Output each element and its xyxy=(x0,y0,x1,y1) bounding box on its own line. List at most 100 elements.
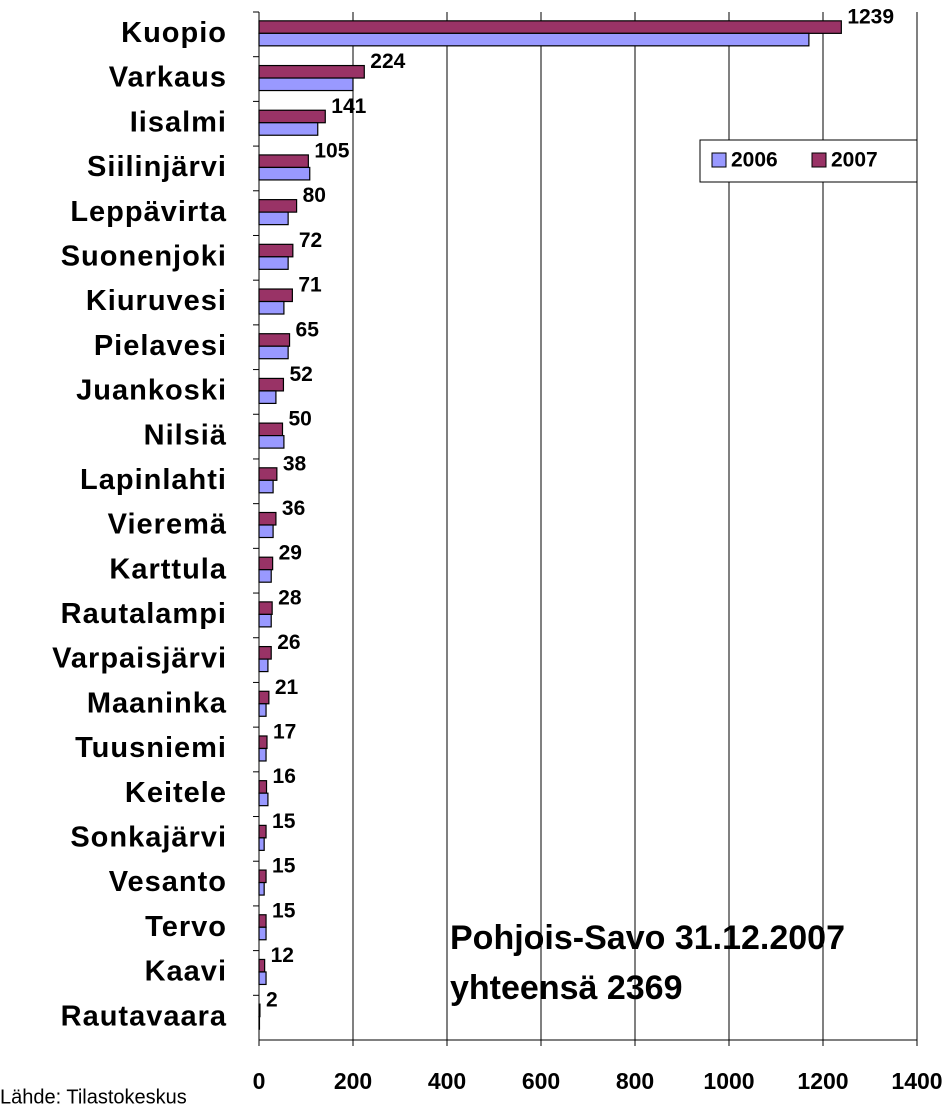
value-label: 29 xyxy=(279,542,302,565)
bar xyxy=(258,243,294,258)
bar xyxy=(258,971,267,986)
value-label: 71 xyxy=(298,274,322,297)
value-label: 36 xyxy=(282,497,305,520)
annotation: Pohjois-Savo 31.12.2007 xyxy=(450,919,845,957)
category-label: Kuopio xyxy=(121,17,227,49)
legend-label: 2006 xyxy=(731,149,778,172)
bar xyxy=(258,735,268,750)
x-tick-label: 1000 xyxy=(703,1068,754,1094)
value-label: 38 xyxy=(283,452,307,475)
legend-swatch xyxy=(811,152,827,168)
legend: 2006 2007 xyxy=(699,139,918,183)
category-label: Kiuruvesi xyxy=(86,285,227,317)
bar xyxy=(258,32,810,47)
value-label: 105 xyxy=(314,139,349,162)
bar xyxy=(258,422,284,437)
category-label: Juankoski xyxy=(76,375,227,407)
legend-box xyxy=(699,139,918,183)
bar xyxy=(258,109,326,124)
bar xyxy=(258,390,277,405)
x-tick-label: 400 xyxy=(428,1068,466,1094)
bar xyxy=(258,20,842,34)
category-label: Varpaisjärvi xyxy=(52,643,227,675)
value-label: 12 xyxy=(271,944,294,967)
category-label: Suonenjoki xyxy=(61,240,227,272)
bar xyxy=(258,199,298,213)
bar xyxy=(258,837,265,851)
bar xyxy=(258,479,274,494)
category-label: Vieremä xyxy=(108,509,227,541)
bar xyxy=(258,601,273,615)
bar xyxy=(258,154,309,169)
category-label: Tuusniemi xyxy=(75,732,227,764)
bar xyxy=(258,926,267,941)
value-label: 224 xyxy=(370,50,405,73)
category-label: Vesanto xyxy=(109,866,227,898)
value-label: 1239 xyxy=(847,5,894,28)
category-label: Karttula xyxy=(109,553,227,585)
bar xyxy=(258,824,267,839)
value-label: 80 xyxy=(303,184,326,207)
category-label: Rautavaara xyxy=(61,1000,227,1032)
bar xyxy=(258,556,274,571)
bar xyxy=(258,377,285,392)
value-label: 72 xyxy=(299,229,322,252)
bar xyxy=(258,613,272,628)
value-label: 65 xyxy=(296,318,320,341)
value-label: 26 xyxy=(277,631,300,654)
category-label: Keitele xyxy=(125,777,227,809)
category-label: Leppävirta xyxy=(70,196,227,228)
category-label: Maaninka xyxy=(87,687,227,719)
value-label: 28 xyxy=(278,586,302,609)
bar xyxy=(258,780,268,794)
bar xyxy=(258,77,354,92)
bar xyxy=(258,467,278,481)
value-label: 16 xyxy=(273,765,296,788)
x-tick-label: 800 xyxy=(616,1068,654,1094)
x-tick-label: 200 xyxy=(334,1068,372,1094)
category-label: Nilsiä xyxy=(144,419,227,451)
bar xyxy=(258,333,291,347)
bar xyxy=(258,914,267,928)
value-label: 15 xyxy=(272,810,296,833)
bar xyxy=(258,345,289,360)
value-label: 17 xyxy=(273,721,296,744)
bar xyxy=(258,569,272,583)
value-label: 15 xyxy=(272,855,296,878)
bar xyxy=(258,703,267,717)
x-tick-label: 1200 xyxy=(797,1068,848,1094)
category-label: Rautalampi xyxy=(61,598,227,630)
bar xyxy=(258,747,267,762)
value-label: 21 xyxy=(275,676,299,699)
bar xyxy=(258,690,270,705)
value-label: 15 xyxy=(272,899,296,922)
source: Lähde: Tilastokeskus xyxy=(0,1086,187,1108)
bar xyxy=(258,792,269,807)
category-label: Siilinjärvi xyxy=(87,151,227,183)
bar xyxy=(258,524,274,539)
bar xyxy=(258,122,319,136)
bar xyxy=(258,288,293,303)
category-label: Pielavesi xyxy=(94,330,227,362)
bar xyxy=(258,645,272,660)
category-label: Tervo xyxy=(145,911,227,943)
value-label: 2 xyxy=(266,989,278,1012)
category-label: Sonkajärvi xyxy=(70,822,227,854)
x-tick-label: 600 xyxy=(522,1068,560,1094)
bar xyxy=(258,881,265,896)
x-tick-label: 1400 xyxy=(891,1068,942,1094)
bar xyxy=(258,869,267,884)
category-label: Varkaus xyxy=(109,62,227,94)
bar xyxy=(258,256,289,270)
bar xyxy=(258,435,285,449)
x-tick-label: 0 xyxy=(253,1068,266,1094)
bar xyxy=(258,166,311,181)
bar xyxy=(258,300,285,315)
legend-swatch xyxy=(711,152,727,168)
legend-label: 2007 xyxy=(831,149,878,172)
bar xyxy=(258,511,277,526)
annotation: yhteensä 2369 xyxy=(450,969,683,1007)
value-label: 50 xyxy=(289,408,312,431)
bar xyxy=(258,211,289,226)
